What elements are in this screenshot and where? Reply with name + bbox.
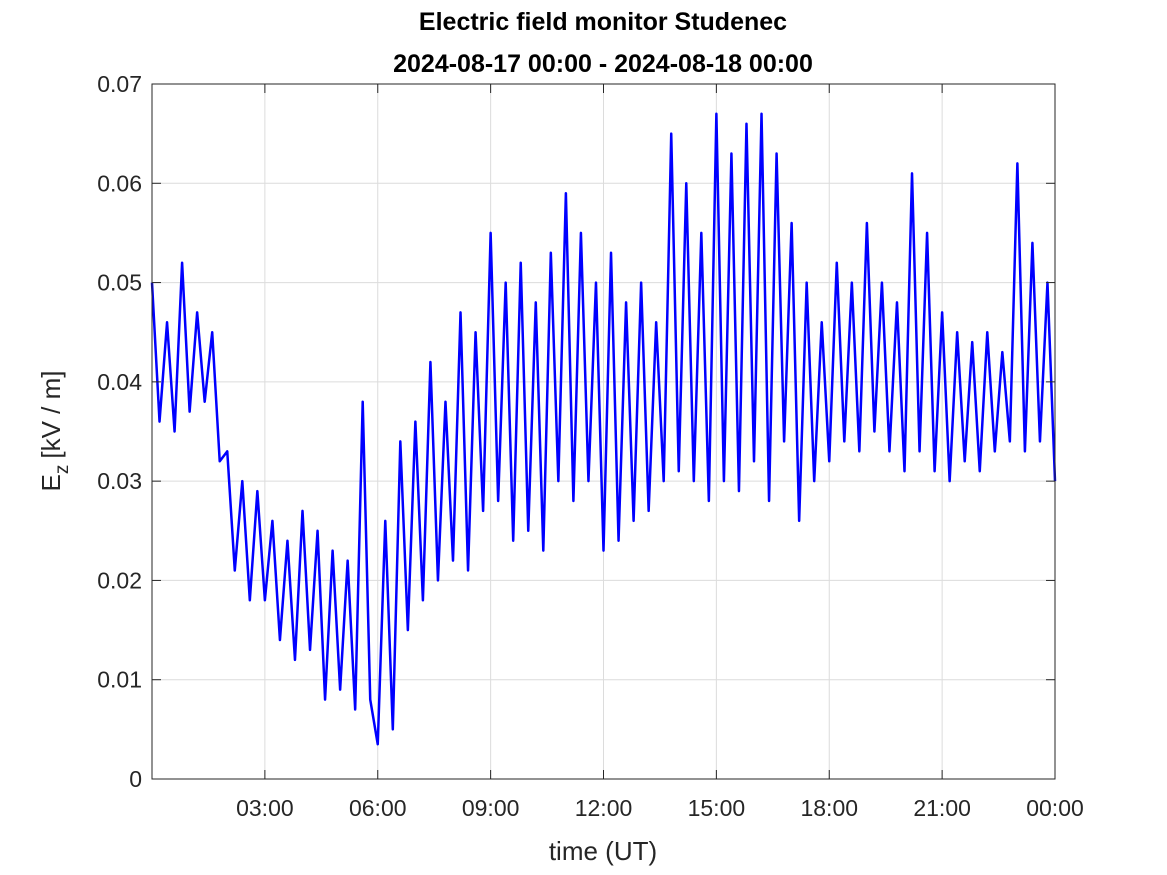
y-tick-label: 0.07	[97, 71, 142, 97]
y-axis-label: Ez [kV / m]	[36, 371, 73, 492]
y-label-unit: [kV / m]	[36, 371, 66, 459]
y-tick-label: 0.05	[97, 270, 142, 296]
x-tick-label: 15:00	[688, 795, 746, 821]
chart-subtitle: 2024-08-17 00:00 - 2024-08-18 00:00	[393, 50, 813, 78]
data-layer	[150, 112, 1057, 746]
y-tick-label: 0.02	[97, 567, 142, 593]
y-tick-label: 0.01	[97, 667, 142, 693]
data-line	[150, 112, 1057, 746]
y-label-subscript: z	[52, 465, 73, 475]
x-tick-label: 21:00	[913, 795, 971, 821]
x-tick-label: 00:00	[1026, 795, 1084, 821]
y-tick-label: 0	[129, 766, 142, 792]
axes-box	[151, 83, 1056, 780]
chart-title: Electric field monitor Studenec	[419, 8, 787, 36]
y-tick-label: 0.06	[97, 170, 142, 196]
axes: 0 0.01 0.02 0.03 0.04 0.05 0.06 0.07 03:00 06:00 0…	[97, 71, 1084, 821]
x-tick-label: 09:00	[462, 795, 520, 821]
y-tick-label: 0.04	[97, 369, 142, 395]
x-tick-label: 03:00	[236, 795, 294, 821]
y-tick-label: 0.03	[97, 468, 142, 494]
x-tick-label: 06:00	[349, 795, 407, 821]
x-axis-label: time (UT)	[549, 836, 657, 866]
x-tick-label: 12:00	[575, 795, 633, 821]
x-tick-label: 18:00	[800, 795, 858, 821]
y-label-symbol: E	[36, 474, 66, 491]
